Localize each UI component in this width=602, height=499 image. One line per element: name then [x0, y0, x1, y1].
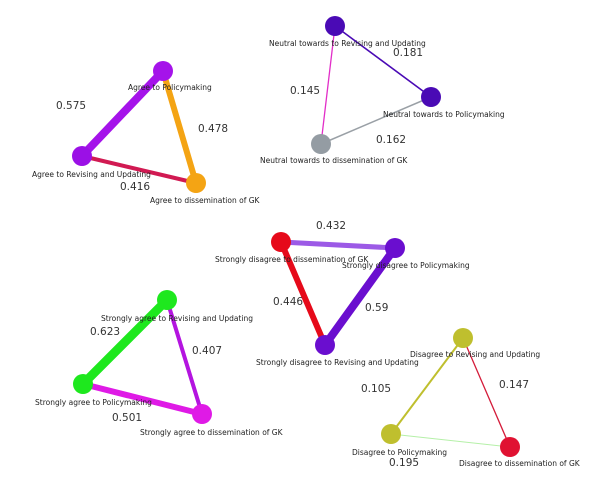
- edge-policy-dissem: [390, 433, 511, 448]
- node-policy: [381, 424, 401, 444]
- edge-revise-policy: [78, 295, 172, 389]
- edge-revise-dissem: [165, 298, 204, 416]
- node-dissem: [311, 134, 331, 154]
- edge-weight-label: 0.59: [365, 302, 388, 314]
- network-3: 0.432 0.446 0.59 Strongly disagree to disse…: [215, 220, 470, 367]
- node-label: Strongly agree to Revising and Updating: [101, 314, 253, 323]
- node-label: Agree to Policymaking: [128, 83, 212, 92]
- edge-policy-dissem: [320, 96, 432, 145]
- node-label: Neutral towards to Revising and Updating: [269, 39, 426, 48]
- edge-weight-label: 0.416: [120, 181, 150, 193]
- network-1: 0.575 0.478 0.416 Agree to Policymaking Agre…: [32, 61, 261, 205]
- node-label: Strongly disagree to Revising and Updati…: [256, 358, 419, 367]
- edge-weight-label: 0.407: [192, 345, 222, 357]
- node-label: Strongly disagree to dissemination of GK: [215, 255, 369, 264]
- node-policy: [73, 374, 93, 394]
- edge-weight-label: 0.446: [273, 296, 303, 308]
- edge-policy-revise: [321, 244, 399, 349]
- node-revise: [157, 290, 177, 310]
- edge-weight-label: 0.105: [361, 383, 391, 395]
- edge-revise-dissem: [320, 25, 336, 145]
- edge-weight-label: 0.575: [56, 100, 86, 112]
- network-5: 0.105 0.147 0.195 Disagree to Revising and …: [352, 328, 581, 469]
- node-revise: [325, 16, 345, 36]
- node-label: Disagree to dissemination of GK: [459, 459, 581, 468]
- node-label: Neutral towards to dissemination of GK: [260, 156, 408, 165]
- edge-weight-label: 0.478: [198, 123, 228, 135]
- edge-revise-policy: [390, 337, 464, 435]
- node-label: Agree to dissemination of GK: [150, 196, 261, 205]
- node-policy: [153, 61, 173, 81]
- node-label: Neutral towards to Policymaking: [383, 110, 505, 119]
- edge-policy-dissem: [160, 68, 199, 186]
- edge-weight-label: 0.162: [376, 134, 406, 146]
- node-label: Strongly disagree to Policymaking: [342, 261, 470, 270]
- network-4: 0.623 0.407 0.501 Strongly agree to Revisin…: [35, 290, 284, 437]
- node-dissem: [192, 404, 212, 424]
- node-dissem: [500, 437, 520, 457]
- edge-revise-policy: [334, 25, 432, 98]
- edge-weight-label: 0.145: [290, 85, 320, 97]
- node-label: Agree to Revising and Updating: [32, 170, 151, 179]
- edge-weight-label: 0.181: [393, 47, 423, 59]
- node-label: Strongly agree to Policymaking: [35, 398, 152, 407]
- node-dissem: [186, 173, 206, 193]
- edge-dissem-policy: [278, 239, 398, 251]
- node-revise: [72, 146, 92, 166]
- edge-weight-label: 0.623: [90, 326, 120, 338]
- edge-policy-dissem: [80, 381, 205, 417]
- edge-weight-label: 0.147: [499, 379, 529, 391]
- edge-weight-label: 0.432: [316, 220, 346, 232]
- edge-revise-dissem: [80, 154, 198, 185]
- edge-revise-dissem: [462, 337, 511, 448]
- edge-policy-revise: [78, 67, 167, 160]
- network-2: 0.181 0.145 0.162 Neutral towards to Revisi…: [260, 16, 505, 165]
- node-dissem: [271, 232, 291, 252]
- node-policy: [421, 87, 441, 107]
- node-label: Disagree to Revising and Updating: [410, 350, 540, 359]
- node-policy: [385, 238, 405, 258]
- node-label: Disagree to Policymaking: [352, 448, 447, 457]
- node-revise: [453, 328, 473, 348]
- edge-weight-label: 0.501: [112, 412, 142, 424]
- node-label: Strongly agree to dissemination of GK: [140, 428, 284, 437]
- edge-dissem-revise: [278, 239, 328, 348]
- node-revise: [315, 335, 335, 355]
- edge-weight-label: 0.195: [389, 457, 419, 469]
